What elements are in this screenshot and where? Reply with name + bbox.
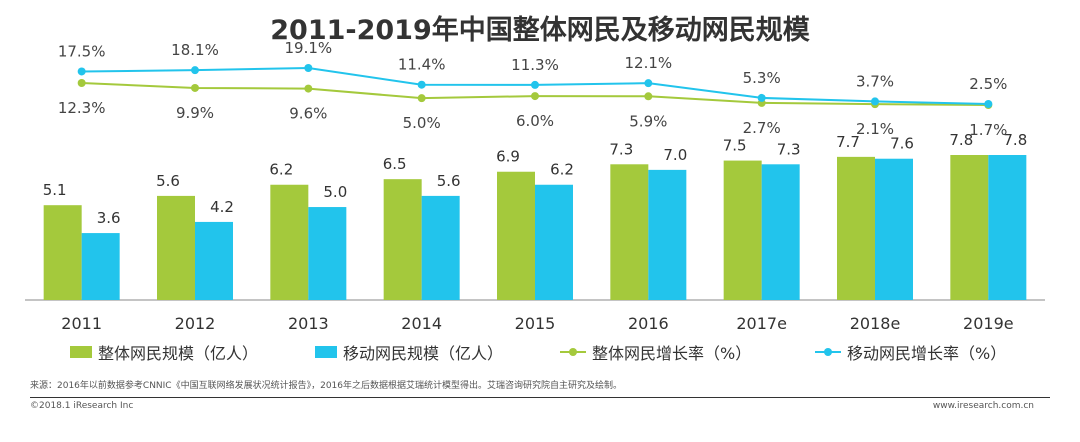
x-tick-label-2017e: 2017e	[736, 314, 787, 333]
bar-overall-2013	[270, 184, 309, 300]
point-overall-growth-2014	[417, 94, 426, 103]
chart-title: 2011-2019年中国整体网民及移动网民规模	[270, 15, 810, 46]
website-text: www.iresearch.com.cn	[932, 401, 1034, 411]
label-overall-growth-2017e: 2.7%	[743, 119, 781, 137]
legend: 整体网民规模（亿人） 移动网民规模（亿人） 整体网民增长率（%） 移动网民增长率…	[60, 340, 1040, 364]
bar-label-overall-2017e: 7.5	[723, 137, 747, 155]
bar-label-overall-2012: 5.6	[156, 172, 180, 190]
point-mobile-growth-2012	[191, 66, 199, 75]
label-overall-growth-2014: 5.0%	[403, 114, 441, 132]
x-tick-label-2016: 2016	[628, 314, 669, 333]
bar-label-mobile-2017e: 7.3	[777, 140, 801, 158]
legend-item-overall-growth: 整体网民增长率（%）	[560, 340, 751, 364]
x-tick-label-2013: 2013	[288, 314, 329, 333]
footer-divider	[30, 397, 1050, 398]
bar-overall-2017e	[723, 160, 762, 300]
bar-label-mobile-2013: 5.0	[323, 183, 347, 201]
label-overall-growth-2019e: 1.7%	[969, 121, 1007, 139]
point-mobile-growth-2013	[304, 64, 313, 72]
label-overall-growth-2018e: 2.1%	[856, 120, 894, 138]
label-mobile-growth-2016: 12.1%	[625, 54, 673, 72]
copyright-text: ©2018.1 iResearch Inc	[30, 401, 134, 411]
legend-label-mobile-growth: 移动网民增长率（%）	[847, 344, 1007, 363]
bar-mobile-2019e	[988, 155, 1027, 300]
label-overall-growth-2011: 12.3%	[58, 99, 106, 117]
bar-label-mobile-2012: 4.2	[210, 198, 234, 216]
label-mobile-growth-2019e: 2.5%	[969, 75, 1007, 93]
point-mobile-growth-2019e	[984, 100, 993, 108]
label-mobile-growth-2013: 19.1%	[285, 39, 333, 57]
bar-mobile-2015	[535, 184, 573, 300]
bar-mobile-2013	[308, 207, 347, 300]
legend-swatch-mobile-users	[315, 346, 337, 358]
bar-label-mobile-2016: 7.0	[663, 146, 687, 164]
bar-label-overall-2014: 6.5	[383, 155, 407, 173]
x-tick-label-2011: 2011	[61, 314, 102, 333]
legend-marker-overall-growth	[560, 346, 586, 358]
label-overall-growth-2016: 5.9%	[629, 112, 667, 130]
bar-label-mobile-2019e: 7.8	[1003, 131, 1027, 149]
point-mobile-growth-2018e	[871, 97, 879, 106]
legend-swatch-overall-users	[70, 346, 92, 358]
bar-label-mobile-2018e: 7.6	[890, 135, 914, 153]
bar-mobile-2012	[195, 221, 233, 300]
bar-label-overall-2011: 5.1	[43, 181, 67, 199]
bar-label-overall-2019e: 7.8	[949, 131, 973, 149]
x-tick-label-2014: 2014	[401, 314, 442, 333]
point-mobile-growth-2016	[644, 79, 653, 88]
bar-label-overall-2015: 6.9	[496, 148, 520, 166]
point-overall-growth-2013	[304, 84, 313, 93]
bar-overall-2019e	[950, 155, 989, 300]
bar-label-mobile-2011: 3.6	[97, 209, 121, 227]
point-mobile-growth-2011	[77, 67, 86, 76]
bar-overall-2015	[497, 171, 535, 300]
legend-item-overall-users: 整体网民规模（亿人）	[70, 340, 258, 364]
bar-mobile-2011	[81, 233, 120, 300]
point-mobile-growth-2015	[531, 80, 539, 89]
bar-overall-2014	[383, 179, 422, 300]
legend-marker-mobile-growth	[815, 346, 841, 358]
bar-overall-2016	[610, 164, 649, 300]
bar-mobile-2014	[421, 195, 460, 300]
legend-label-overall-users: 整体网民规模（亿人）	[98, 344, 259, 363]
bar-label-mobile-2014: 5.6	[437, 172, 461, 190]
label-mobile-growth-2011: 17.5%	[58, 42, 106, 60]
legend-item-mobile-growth: 移动网民增长率（%）	[815, 340, 1006, 364]
x-tick-label-2015: 2015	[515, 314, 556, 333]
x-tick-label-2012: 2012	[175, 314, 216, 333]
x-tick-label-2019e: 2019e	[963, 314, 1014, 333]
point-mobile-growth-2017e	[757, 93, 766, 102]
label-overall-growth-2015: 6.0%	[516, 112, 554, 130]
bar-overall-2018e	[837, 156, 875, 300]
label-mobile-growth-2014: 11.4%	[398, 56, 446, 74]
legend-label-mobile-users: 移动网民规模（亿人）	[343, 344, 504, 363]
label-overall-growth-2012: 9.9%	[176, 104, 214, 122]
bar-mobile-2016	[648, 169, 687, 300]
point-overall-growth-2011	[77, 79, 86, 87]
label-mobile-growth-2015: 11.3%	[511, 56, 559, 74]
legend-item-mobile-users: 移动网民规模（亿人）	[315, 340, 503, 364]
chart-canvas: 5.1 3.6 2011 5.6 4.2 2012 6.2 5.0 2013 6.5 5.6 2014…	[25, 39, 1045, 333]
bar-label-overall-2016: 7.3	[609, 140, 633, 158]
label-overall-growth-2013: 9.6%	[289, 105, 327, 123]
x-tick-label-2018e: 2018e	[850, 314, 901, 333]
label-mobile-growth-2012: 18.1%	[171, 41, 219, 59]
point-overall-growth-2016	[644, 92, 653, 101]
source-note: 来源：2016年以前数据参考CNNIC《中国互联网络发展状况统计报告》，2016…	[30, 381, 622, 391]
bar-mobile-2018e	[875, 158, 913, 300]
bar-mobile-2017e	[761, 164, 800, 300]
bar-label-overall-2013: 6.2	[269, 161, 293, 179]
bar-label-overall-2018e: 7.7	[836, 133, 860, 151]
point-mobile-growth-2014	[417, 80, 426, 89]
label-mobile-growth-2017e: 5.3%	[743, 69, 781, 87]
point-overall-growth-2012	[191, 83, 199, 92]
legend-label-overall-growth: 整体网民增长率（%）	[592, 344, 752, 363]
point-overall-growth-2015	[531, 92, 539, 101]
bar-overall-2012	[157, 195, 195, 300]
bar-label-mobile-2015: 6.2	[550, 161, 574, 179]
label-mobile-growth-2018e: 3.7%	[856, 72, 894, 90]
bar-overall-2011	[43, 205, 82, 300]
